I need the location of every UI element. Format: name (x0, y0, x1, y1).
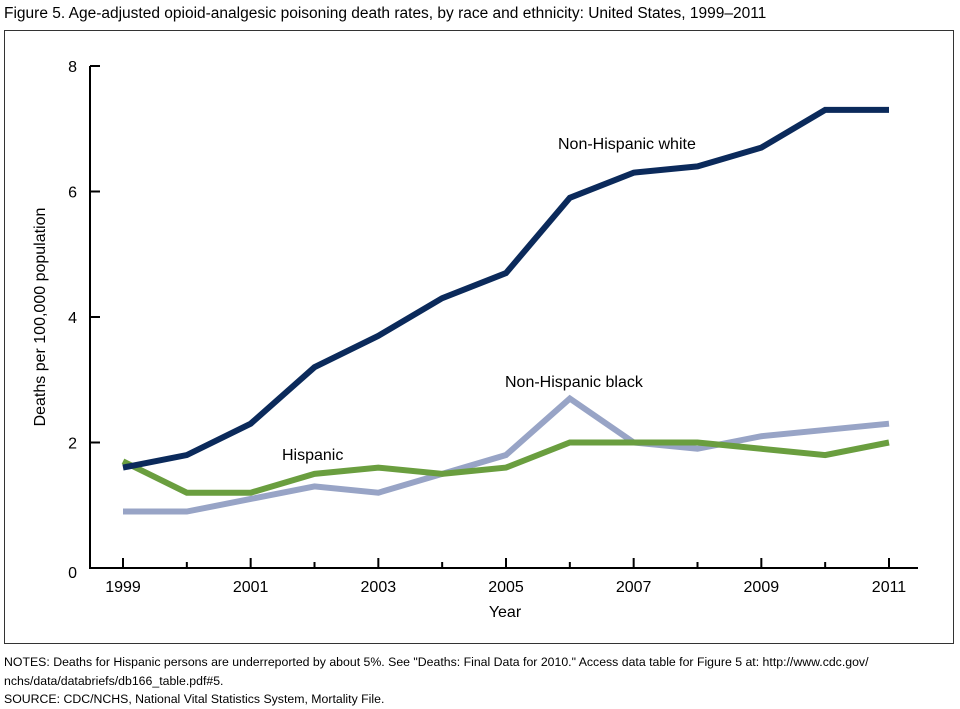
notes-line-2: nchs/data/databriefs/db166_table.pdf#5. (4, 674, 224, 688)
series-label: Non-Hispanic black (505, 374, 644, 391)
x-tick-label: 2005 (488, 579, 524, 596)
source-note: SOURCE: CDC/NCHS, National Vital Statist… (4, 692, 385, 706)
chart-title: Figure 5. Age-adjusted opioid-analgesic … (4, 5, 767, 22)
x-tick-label: 2011 (872, 579, 907, 596)
x-tick-label: 1999 (105, 579, 141, 596)
y-tick-label: 2 (68, 436, 77, 453)
x-tick-label: 2003 (361, 579, 397, 596)
x-tick-label: 2009 (744, 579, 780, 596)
chart-frame (4, 30, 954, 644)
series-line-non-hispanic-black (123, 394, 890, 515)
y-tick-label: 0 (68, 565, 77, 582)
y-axis-label: Deaths per 100,000 population (32, 208, 49, 427)
series-line-hispanic (121, 439, 890, 496)
series-line-non-hispanic-white (122, 106, 889, 471)
y-tick-label: 6 (68, 185, 77, 202)
x-axis-label: Year (489, 604, 522, 621)
notes-line-1: NOTES: Deaths for Hispanic persons are u… (4, 655, 869, 669)
x-tick-label: 2007 (616, 579, 652, 596)
y-tick-label: 4 (68, 310, 77, 327)
x-tick-label: 2001 (233, 579, 269, 596)
series-label: Hispanic (282, 447, 343, 464)
series-label: Non-Hispanic white (558, 136, 696, 153)
y-tick-label: 8 (68, 59, 77, 76)
